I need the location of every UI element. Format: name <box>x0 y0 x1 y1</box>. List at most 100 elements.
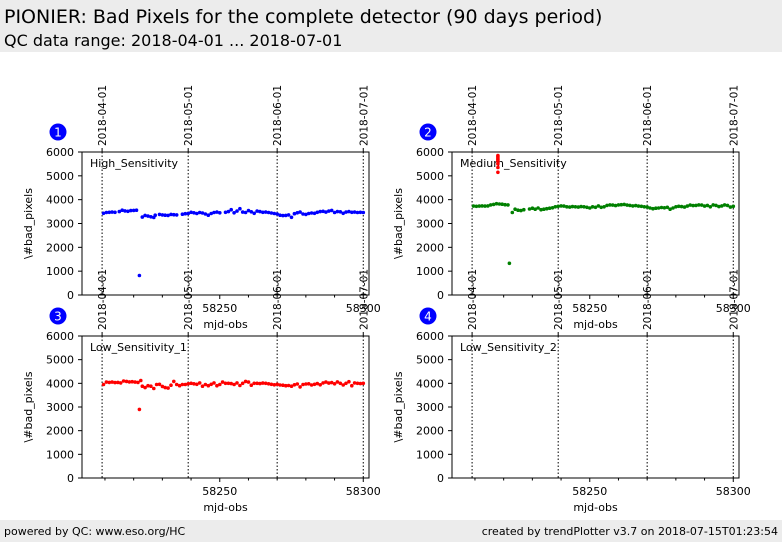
y-axis-label: \#bad_pixels <box>392 188 405 259</box>
data-point <box>613 203 618 208</box>
data-point <box>289 215 294 220</box>
data-point <box>189 210 193 215</box>
x-tick-label: 58300 <box>716 485 751 498</box>
data-point <box>186 382 190 386</box>
data-point <box>123 209 127 213</box>
y-tick-label: 6000 <box>46 330 74 343</box>
data-point <box>350 210 354 215</box>
x-axis-label: mjd-obs <box>573 501 618 514</box>
data-point <box>708 205 713 209</box>
data-point <box>101 382 106 387</box>
y-tick-label: 3000 <box>416 218 444 231</box>
data-point <box>143 213 147 218</box>
data-point <box>229 381 233 386</box>
data-point <box>651 206 655 211</box>
data-point <box>562 204 566 208</box>
data-point <box>516 208 520 212</box>
data-point <box>133 380 137 384</box>
data-point <box>140 384 145 389</box>
y-tick-label: 4000 <box>46 194 74 207</box>
data-point <box>160 213 165 217</box>
data-point <box>261 210 265 215</box>
series-label: Low_Sensitivity_2 <box>460 341 557 354</box>
data-point <box>622 202 626 207</box>
data-point <box>252 381 256 386</box>
data-point <box>714 203 718 208</box>
data-point <box>628 203 632 208</box>
data-point <box>616 203 621 207</box>
data-point <box>195 211 199 216</box>
data-point <box>338 381 343 386</box>
data-point <box>266 382 271 386</box>
panel-badge <box>49 123 67 141</box>
y-tick-label: 5000 <box>46 170 74 183</box>
data-point <box>189 381 193 386</box>
data-point <box>327 381 331 385</box>
data-point <box>113 380 117 385</box>
data-point <box>215 383 219 388</box>
plot-frame <box>451 335 740 479</box>
data-point <box>215 210 219 214</box>
data-point <box>104 380 109 384</box>
data-point <box>544 206 549 211</box>
data-point <box>174 213 179 217</box>
data-point <box>722 203 727 207</box>
y-tick-label: 2000 <box>46 241 74 254</box>
data-point <box>602 205 606 209</box>
plot-panel-3: 2018-04-01 2018-05-01 2018-06-01 2018-07-01… <box>22 269 381 514</box>
data-point <box>659 205 664 210</box>
data-point <box>474 204 479 209</box>
y-tick-label: 6000 <box>416 330 444 343</box>
date-marker-label: 2018-05-01 <box>183 269 195 330</box>
y-tick-label: 3000 <box>416 401 444 414</box>
data-point <box>255 209 259 213</box>
data-point <box>272 211 277 216</box>
data-point <box>180 212 185 216</box>
data-point <box>272 383 277 387</box>
data-point <box>358 210 363 215</box>
data-point <box>519 208 523 213</box>
y-tick-label: 0 <box>67 289 74 302</box>
data-point <box>321 209 325 214</box>
data-point <box>186 211 190 216</box>
x-axis-label: mjd-obs <box>573 318 618 331</box>
data-point <box>542 207 546 211</box>
data-point <box>284 213 288 218</box>
data-point <box>631 204 635 208</box>
data-point <box>212 381 216 385</box>
x-tick-label: 58300 <box>716 302 751 315</box>
data-point <box>286 213 291 217</box>
data-point <box>226 209 231 214</box>
date-marker-label: 2018-04-01 <box>467 269 479 330</box>
panel-number: 3 <box>54 310 62 324</box>
data-point <box>579 204 583 209</box>
data-point <box>619 202 624 207</box>
y-tick-label: 1000 <box>416 448 444 461</box>
panel-number: 2 <box>424 126 432 140</box>
data-point <box>166 213 170 218</box>
data-point <box>160 384 165 389</box>
data-point <box>500 202 505 206</box>
data-point <box>163 385 167 390</box>
data-point <box>486 204 490 208</box>
data-point <box>137 407 142 412</box>
data-point <box>174 382 179 387</box>
data-point <box>676 204 681 209</box>
data-point <box>275 382 280 387</box>
y-tick-label: 0 <box>437 472 444 485</box>
y-tick-label: 0 <box>67 472 74 485</box>
data-point <box>315 210 320 215</box>
data-point <box>232 211 236 215</box>
date-marker-label: 2018-07-01 <box>728 85 740 146</box>
data-point <box>281 383 285 388</box>
data-point <box>329 208 334 213</box>
data-point <box>229 207 233 212</box>
data-point <box>240 381 245 386</box>
date-marker-label: 2018-06-01 <box>272 85 284 146</box>
data-point <box>130 379 134 384</box>
data-point <box>522 207 526 212</box>
data-point <box>625 203 629 207</box>
data-point <box>556 204 560 209</box>
data-point <box>209 211 213 216</box>
data-point <box>315 381 320 386</box>
